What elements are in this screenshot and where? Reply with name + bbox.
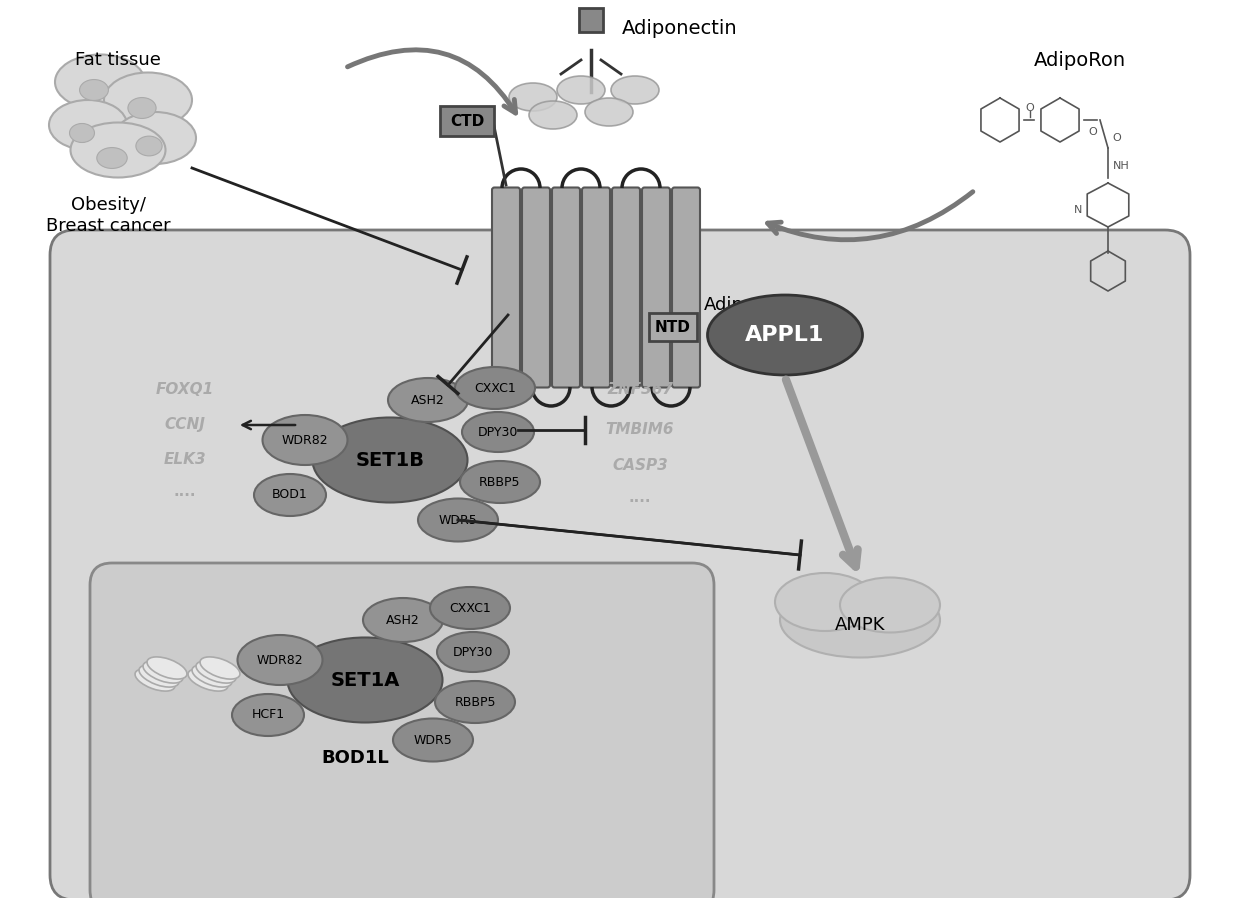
Ellipse shape [50,100,126,150]
Text: WDR82: WDR82 [281,434,329,446]
FancyBboxPatch shape [582,188,610,388]
Ellipse shape [418,498,498,541]
Ellipse shape [254,474,326,516]
Ellipse shape [388,378,467,422]
Ellipse shape [188,669,228,691]
Ellipse shape [529,101,577,129]
Text: HCF1: HCF1 [252,709,284,721]
Ellipse shape [114,112,196,164]
Ellipse shape [312,418,467,503]
FancyBboxPatch shape [579,8,603,32]
Text: O: O [1025,103,1034,113]
Text: NH: NH [1114,161,1130,171]
Ellipse shape [775,573,875,631]
Text: TMBIM6: TMBIM6 [606,422,675,437]
Text: WDR5: WDR5 [439,514,477,526]
Ellipse shape [288,638,443,723]
Text: SET1A: SET1A [330,671,399,690]
Text: FOXQ1: FOXQ1 [156,383,215,398]
Text: AdipoRon: AdipoRon [1034,50,1126,69]
Ellipse shape [128,98,156,119]
Ellipse shape [55,55,145,110]
FancyBboxPatch shape [91,563,714,898]
Text: CXXC1: CXXC1 [449,602,491,614]
Text: AdipoR1: AdipoR1 [704,296,779,314]
FancyArrowPatch shape [347,49,516,113]
Text: APPL1: APPL1 [745,325,825,345]
FancyBboxPatch shape [613,188,640,388]
Text: CTD: CTD [450,113,484,128]
Ellipse shape [97,147,128,169]
Ellipse shape [585,98,632,126]
Ellipse shape [393,718,472,762]
Ellipse shape [780,583,940,657]
Text: RBBP5: RBBP5 [479,476,521,489]
Text: CCNJ: CCNJ [165,418,206,433]
Ellipse shape [455,367,534,409]
Ellipse shape [460,461,539,503]
Ellipse shape [463,412,534,452]
Ellipse shape [79,80,108,101]
Text: BOD1L: BOD1L [321,749,389,767]
Text: BOD1: BOD1 [272,489,308,501]
Text: Obesity/: Obesity/ [71,196,145,214]
Ellipse shape [135,669,175,691]
Ellipse shape [557,76,605,104]
Text: ASH2: ASH2 [386,613,420,627]
FancyBboxPatch shape [50,230,1190,898]
Ellipse shape [192,665,232,687]
Ellipse shape [200,657,241,679]
Text: ....: .... [174,485,196,499]
Text: RBBP5: RBBP5 [454,695,496,709]
Ellipse shape [143,661,184,683]
Text: WDR5: WDR5 [414,734,453,746]
Text: DPY30: DPY30 [453,646,494,658]
Ellipse shape [196,661,236,683]
Ellipse shape [104,73,192,128]
Text: O: O [1112,133,1121,143]
FancyBboxPatch shape [522,188,551,388]
Ellipse shape [232,694,304,736]
FancyArrowPatch shape [768,192,973,240]
Ellipse shape [839,577,940,632]
Text: N: N [1074,205,1083,215]
Ellipse shape [71,122,165,178]
Ellipse shape [611,76,658,104]
Ellipse shape [708,295,863,375]
Ellipse shape [139,665,179,687]
Text: SET1B: SET1B [356,451,424,470]
FancyBboxPatch shape [642,188,670,388]
Text: NTD: NTD [655,320,691,334]
Text: ZNF367: ZNF367 [608,383,673,398]
Ellipse shape [69,124,94,143]
Ellipse shape [238,635,322,685]
Ellipse shape [136,136,162,156]
Ellipse shape [508,83,557,111]
Text: Fat tissue: Fat tissue [76,51,161,69]
Text: ELK3: ELK3 [164,453,206,468]
Text: CASP3: CASP3 [613,457,668,472]
Text: DPY30: DPY30 [477,426,518,438]
Text: ....: .... [629,489,651,505]
FancyBboxPatch shape [440,106,494,136]
Text: ASH2: ASH2 [412,393,445,407]
FancyBboxPatch shape [552,188,580,388]
Ellipse shape [263,415,347,465]
Text: O: O [1089,127,1097,137]
FancyBboxPatch shape [649,313,697,341]
FancyBboxPatch shape [672,188,701,388]
FancyBboxPatch shape [492,188,520,388]
Text: Adiponectin: Adiponectin [622,19,738,38]
Ellipse shape [430,587,510,629]
Ellipse shape [435,681,515,723]
Ellipse shape [363,598,443,642]
Text: WDR82: WDR82 [257,654,304,666]
Text: CXXC1: CXXC1 [474,382,516,394]
Text: AMPK: AMPK [835,616,885,634]
Text: Breast cancer: Breast cancer [46,217,170,235]
Ellipse shape [436,632,508,672]
Ellipse shape [148,657,187,679]
